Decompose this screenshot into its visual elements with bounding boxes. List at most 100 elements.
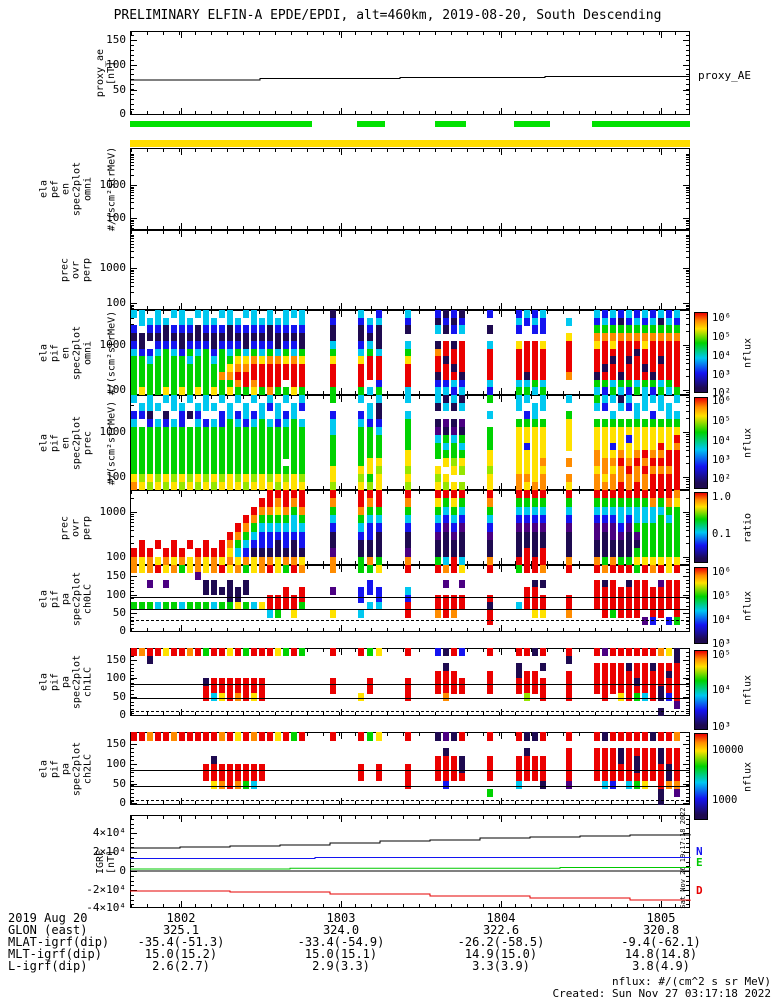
spectro-cell	[405, 780, 411, 790]
spectro-cell	[443, 732, 449, 741]
y-tick-label: 100	[106, 382, 126, 396]
spectro-cell	[211, 772, 217, 782]
y-minor-tick	[131, 833, 134, 834]
spectro-cell	[275, 540, 281, 549]
y-minor-tick	[131, 113, 134, 115]
spectro-cell	[642, 764, 648, 773]
spectro-cell	[131, 333, 137, 342]
spectro-cell	[451, 756, 457, 765]
spectro-cell	[666, 748, 672, 757]
spectro-cell	[618, 442, 624, 451]
spectro-cell	[291, 565, 297, 573]
axis-row-value: 322.6	[482, 923, 520, 937]
colorbar-tick-label: 10²	[712, 387, 731, 399]
spectro-cell	[674, 364, 680, 373]
spectro-cell	[358, 325, 364, 334]
colorbar-tick-label: 10000	[712, 744, 744, 756]
spectro-cell	[291, 340, 297, 350]
spectro-cell	[443, 450, 449, 459]
spectro-cell	[330, 434, 336, 443]
spectro-cell	[532, 498, 538, 508]
spectro-cell	[275, 333, 281, 342]
x-major-tick	[501, 303, 502, 309]
y-minor-tick	[686, 583, 689, 585]
spectro-cell	[163, 548, 169, 558]
spectro-cell	[610, 609, 616, 618]
y-minor-tick	[686, 818, 689, 820]
spectro-cell	[405, 693, 411, 702]
spectro-cell	[376, 482, 382, 491]
spectro-cell	[532, 356, 538, 365]
spectro-cell	[674, 310, 680, 319]
spectro-cell	[376, 506, 382, 516]
spectro-cell	[610, 387, 616, 396]
y-minor-tick	[686, 856, 689, 858]
spectro-cell	[524, 426, 530, 435]
y-minor-tick	[686, 628, 689, 630]
spectro-cell	[243, 418, 249, 428]
spectro-cell	[610, 515, 616, 524]
spectro-cell	[451, 678, 457, 687]
spectro-cell	[179, 410, 185, 420]
spectro-cell	[626, 565, 632, 573]
spectro-cell	[405, 548, 411, 558]
spectro-cell	[163, 565, 169, 573]
spectro-cell	[658, 498, 664, 508]
spectro-cell	[594, 663, 600, 672]
spectro-cell	[243, 548, 249, 558]
spectro-cell	[516, 395, 522, 404]
y-minor-tick	[686, 317, 689, 319]
spectro-cell	[219, 548, 225, 558]
spectro-cell	[642, 602, 648, 611]
x-major-tick	[501, 231, 502, 237]
spectro-cell	[459, 594, 465, 603]
spectro-cell	[435, 540, 441, 549]
spectro-cell	[187, 602, 193, 611]
spectro-cell	[516, 379, 522, 388]
spectro-cell	[405, 490, 411, 499]
y-minor-tick	[131, 243, 134, 245]
spectro-cell	[179, 356, 185, 365]
spectro-cell	[451, 670, 457, 679]
spectro-cell	[626, 602, 632, 611]
spectro-cell	[251, 348, 257, 357]
spectro-cell	[283, 348, 289, 357]
spectro-cell	[405, 458, 411, 467]
spectro-cell	[634, 410, 640, 420]
y-major-tick	[131, 764, 137, 765]
spectro-cell	[171, 325, 177, 334]
spectro-cell	[219, 772, 225, 782]
spectro-cell	[459, 387, 465, 396]
spectro-cell	[618, 587, 624, 596]
spectro-cell	[524, 474, 530, 483]
spectro-cell	[618, 515, 624, 524]
y-minor-tick	[686, 292, 689, 294]
y-minor-tick	[686, 735, 689, 737]
spectro-cell	[243, 780, 249, 790]
spectro-cell	[443, 387, 449, 396]
spectro-cell	[487, 772, 493, 782]
spectro-cell	[139, 333, 145, 342]
spectro-cell	[459, 364, 465, 373]
spectro-cell	[131, 732, 137, 741]
spectro-cell	[211, 442, 217, 451]
spectro-cell	[626, 670, 632, 679]
y-major-tick	[683, 784, 689, 785]
spectro-cell	[602, 780, 608, 790]
spectro-cell	[251, 548, 257, 558]
spectro-cell	[299, 474, 305, 483]
spectro-cell	[291, 325, 297, 334]
spectro-cell	[267, 482, 273, 491]
spectro-cell	[251, 364, 257, 373]
spectro-cell	[358, 693, 364, 702]
y-minor-tick	[686, 890, 689, 891]
spectro-cell	[275, 556, 281, 566]
spectro-cell	[666, 466, 672, 475]
spectro-cell	[443, 371, 449, 380]
spectro-cell	[666, 670, 672, 679]
spectro-cell	[291, 402, 297, 412]
spectro-cell	[610, 748, 616, 757]
spectro-cell	[524, 648, 530, 656]
spectro-cell	[203, 772, 209, 782]
x-major-tick	[341, 149, 342, 155]
